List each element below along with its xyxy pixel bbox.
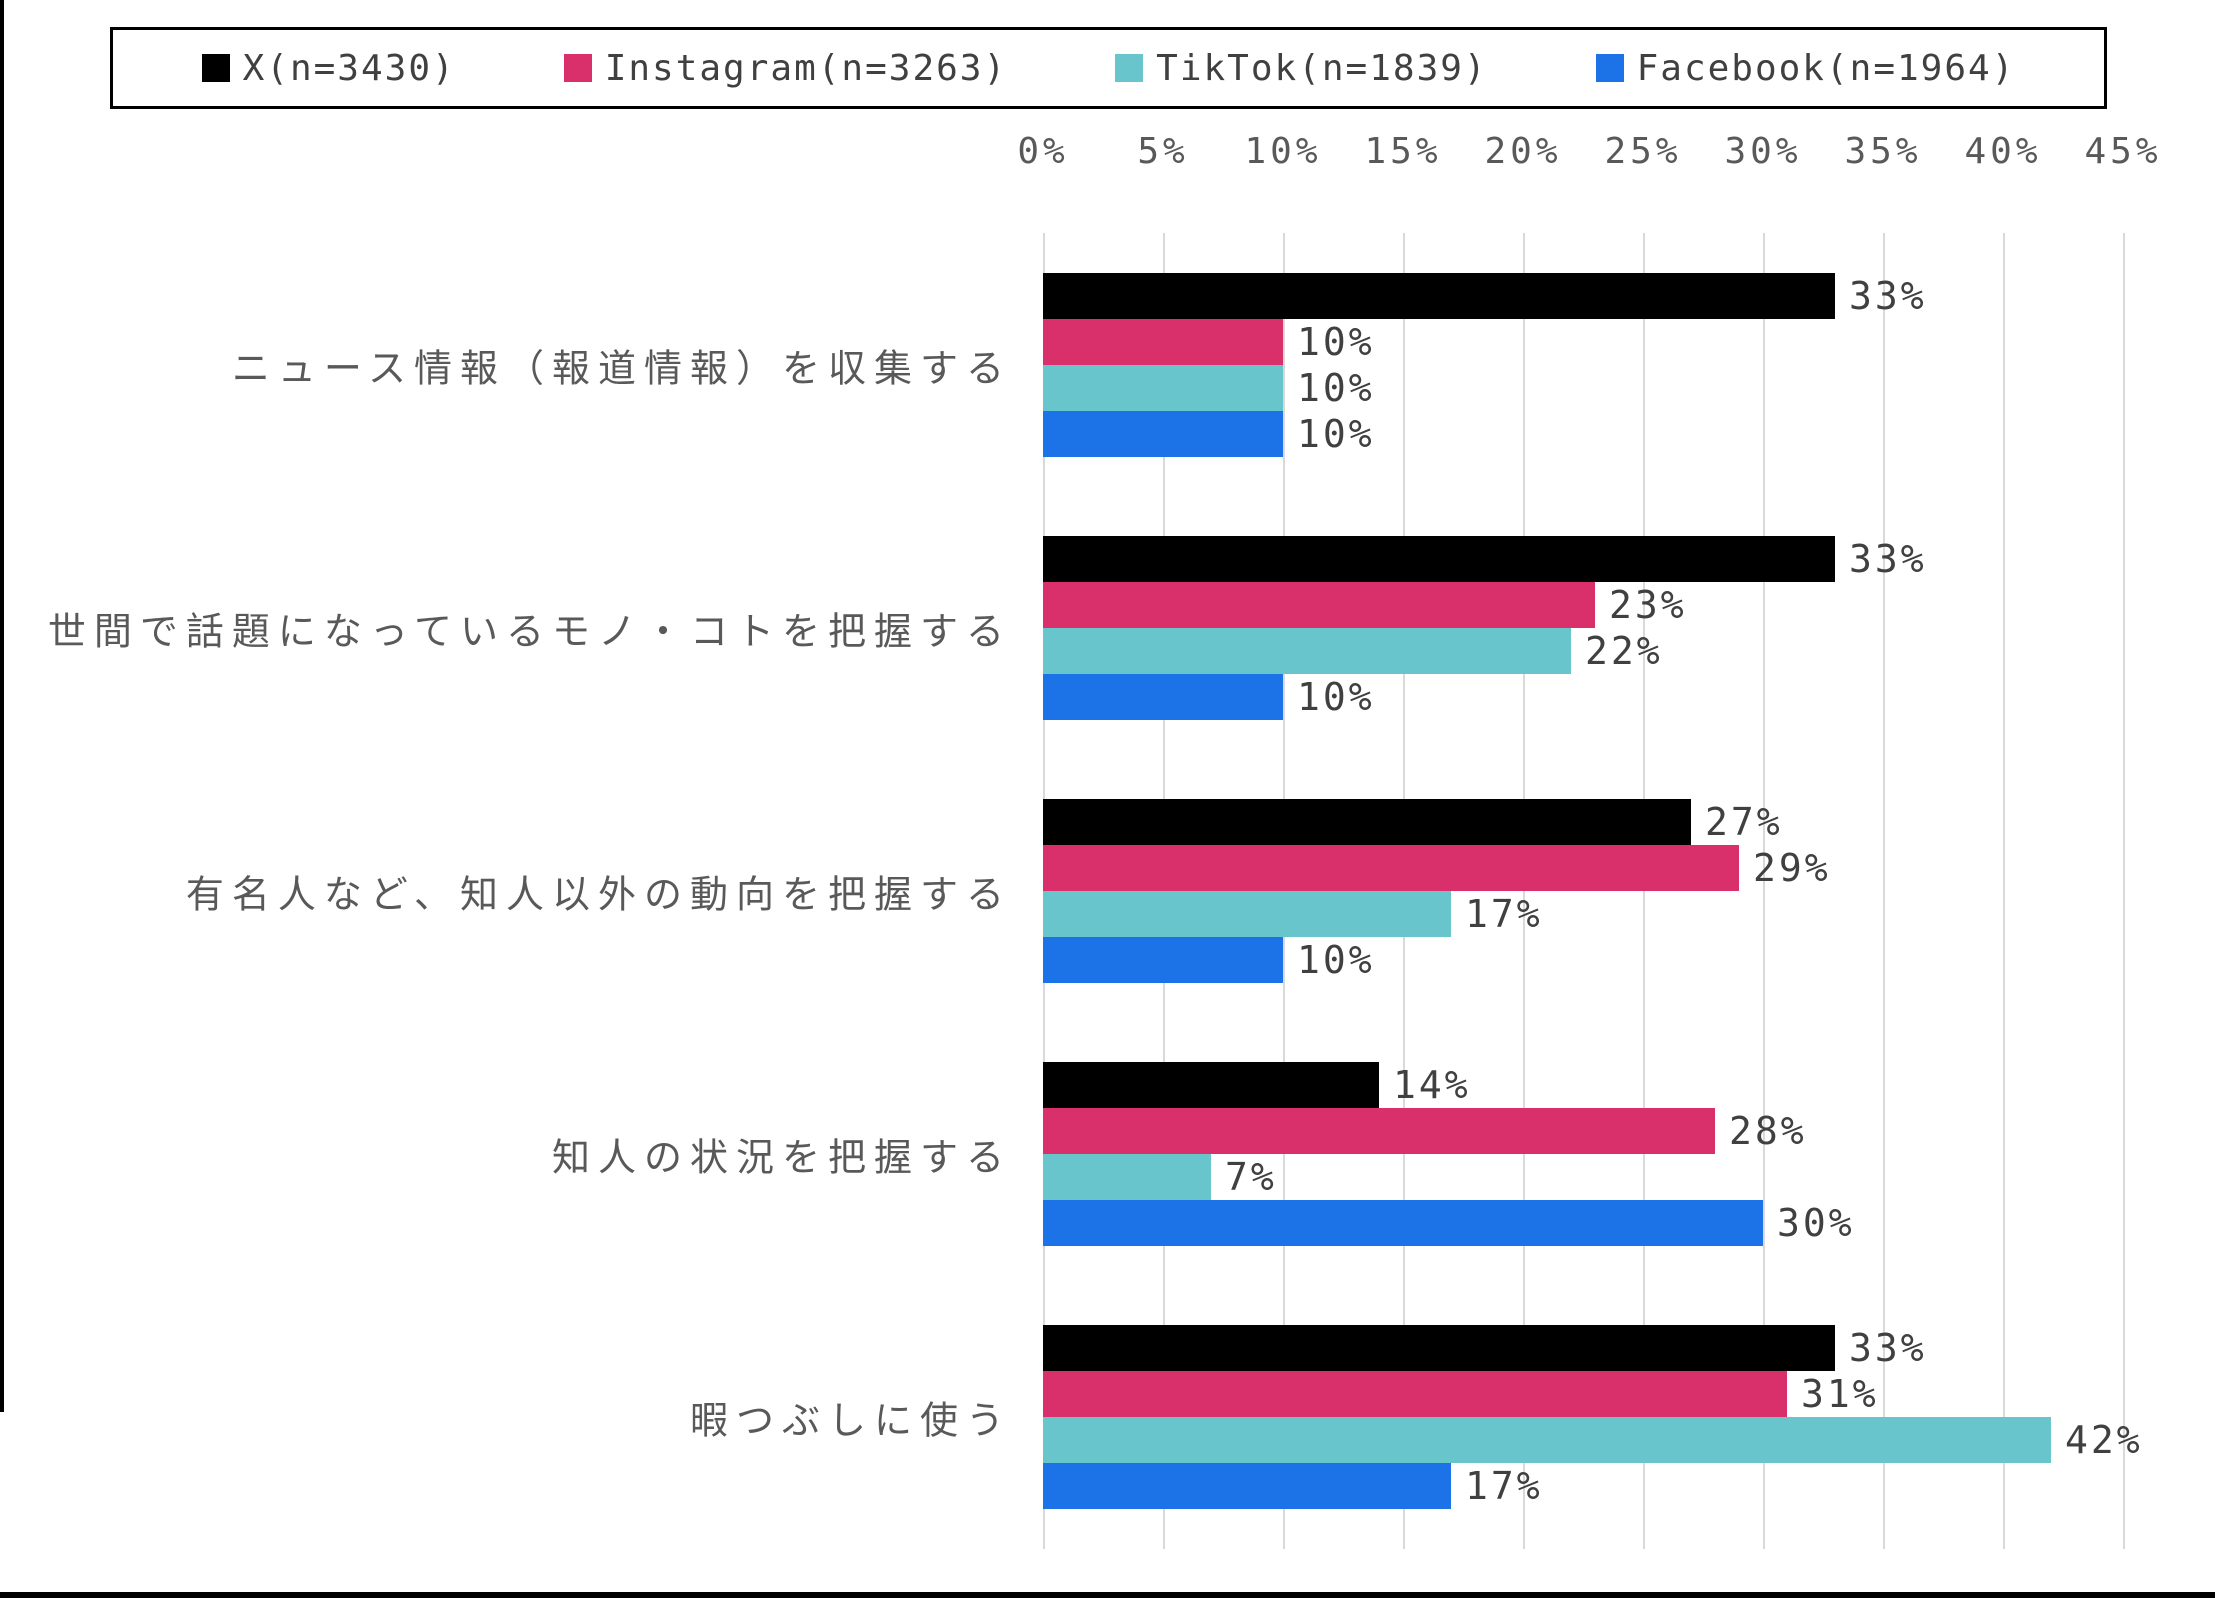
x-axis-tick-label: 15% (1364, 131, 1442, 172)
window-edge-left (0, 0, 4, 1412)
bar-value-label: 30% (1777, 1201, 1855, 1246)
bar-value-label: 17% (1465, 1464, 1543, 1509)
bar-x (1043, 1062, 1379, 1109)
chart-legend: X(n=3430) Instagram(n=3263) TikTok(n=1839)… (110, 27, 2107, 109)
gridline (1523, 233, 1525, 1549)
legend-swatch-instagram (563, 54, 592, 82)
x-axis-tick-label: 45% (2084, 131, 2162, 172)
bar-x (1043, 799, 1691, 845)
bar-facebook (1043, 410, 1283, 457)
legend-swatch-tiktok (1115, 54, 1144, 82)
x-axis-tick-label: 20% (1484, 131, 1562, 172)
bar-value-label: 31% (1801, 1372, 1879, 1417)
bar-tiktok (1043, 1417, 2051, 1464)
bar-instagram (1043, 1371, 1787, 1418)
bar-value-label: 10% (1297, 674, 1375, 719)
bar-x (1043, 535, 1835, 582)
bar-value-label: 10% (1297, 411, 1375, 456)
bar-value-label: 27% (1705, 800, 1783, 844)
bar-tiktok (1043, 364, 1283, 411)
gridline (1763, 233, 1765, 1549)
legend-swatch-x (201, 54, 230, 82)
legend-label: Facebook(n=1964) (1636, 47, 2016, 89)
category-label: 暇つぶしに使う (689, 1398, 1012, 1443)
bar-value-label: 10% (1297, 938, 1375, 982)
bar-instagram (1043, 1108, 1715, 1155)
bar-facebook (1043, 1463, 1451, 1510)
bar-instagram (1043, 581, 1595, 628)
bar-value-label: 29% (1753, 846, 1831, 890)
bar-value-label: 22% (1585, 628, 1663, 673)
legend-label: X(n=3430) (242, 47, 456, 89)
legend-item-x: X(n=3430) (201, 47, 456, 89)
category-label: 知人の状況を把握する (551, 1135, 1012, 1180)
bar-value-label: 28% (1729, 1109, 1807, 1154)
bar-instagram (1043, 845, 1739, 891)
bar-facebook (1043, 1200, 1763, 1247)
bar-value-label: 17% (1465, 892, 1543, 936)
bar-value-label: 7% (1225, 1155, 1277, 1200)
legend-item-instagram: Instagram(n=3263) (563, 47, 1008, 89)
x-axis-tick-label: 0% (1017, 131, 1069, 172)
x-axis-tick-label: 30% (1724, 131, 1802, 172)
bar-value-label: 10% (1297, 319, 1375, 364)
bar-instagram (1043, 318, 1283, 365)
x-axis-tick-label: 40% (1964, 131, 2042, 172)
gridline (1883, 233, 1885, 1549)
category-label: 有名人など、知人以外の動向を把握する (185, 872, 1012, 917)
legend-item-tiktok: TikTok(n=1839) (1115, 48, 1487, 89)
x-axis-tick-label: 10% (1244, 131, 1322, 172)
bar-x (1043, 1325, 1835, 1372)
category-label: ニュース情報（報道情報）を収集する (231, 346, 1012, 391)
bar-value-label: 33% (1849, 536, 1927, 581)
legend-label: TikTok(n=1839) (1156, 47, 1488, 89)
bar-tiktok (1043, 891, 1451, 937)
bar-facebook (1043, 673, 1283, 720)
bar-facebook (1043, 937, 1283, 983)
legend-swatch-facebook (1595, 54, 1624, 82)
bar-value-label: 42% (2065, 1418, 2143, 1463)
bar-value-label: 33% (1849, 1326, 1927, 1371)
gridline (1643, 233, 1645, 1549)
bar-tiktok (1043, 627, 1571, 674)
window-edge-bottom (0, 1592, 2215, 1598)
bar-x (1043, 272, 1835, 319)
bar-value-label: 14% (1393, 1063, 1471, 1108)
category-label: 世間で話題になっているモノ・コトを把握する (47, 609, 1012, 654)
legend-label: Instagram(n=3263) (604, 47, 1008, 89)
gridline (2123, 233, 2125, 1549)
bar-value-label: 10% (1297, 365, 1375, 410)
gridline (2003, 233, 2005, 1549)
bar-tiktok (1043, 1154, 1211, 1201)
bar-value-label: 23% (1609, 582, 1687, 627)
bar-value-label: 33% (1849, 273, 1927, 318)
legend-item-facebook: Facebook(n=1964) (1595, 47, 2016, 89)
x-axis-tick-label: 5% (1137, 131, 1189, 172)
x-axis-tick-label: 35% (1844, 131, 1922, 172)
x-axis-tick-label: 25% (1604, 131, 1682, 172)
